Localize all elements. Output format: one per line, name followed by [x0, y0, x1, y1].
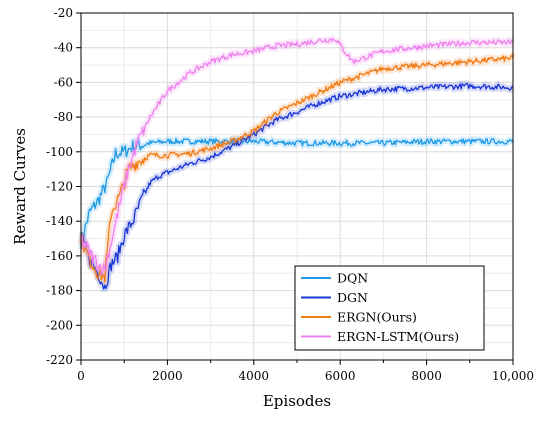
y-tick-label: -180: [46, 284, 73, 298]
y-tick-label: -60: [54, 75, 73, 89]
x-axis-title: Episodes: [263, 392, 331, 410]
legend-label: DGN: [337, 290, 368, 305]
y-tick-label: -140: [46, 214, 73, 228]
x-tick-label: 2000: [152, 369, 183, 383]
x-tick-label: 10,000: [492, 369, 534, 383]
series-line: [80, 82, 514, 290]
x-tick-label: 0: [77, 369, 85, 383]
y-tick-label: -40: [54, 41, 73, 55]
y-tick-label: -160: [46, 249, 73, 263]
series-lines: [78, 35, 516, 292]
ticks: 0 2000 4000 6000 8000 10,000 -220 -200 -180 -160 -…: [46, 6, 534, 383]
legend-label: ERGN(Ours): [337, 310, 417, 325]
x-tick-label: 8000: [411, 369, 442, 383]
y-tick-label: -120: [46, 180, 73, 194]
series-line: [80, 54, 514, 283]
series-line: [80, 137, 514, 250]
y-tick-label: -20: [54, 6, 73, 20]
y-axis-title: Reward Curves: [11, 128, 29, 245]
legend: DQN DGN ERGN(Ours) ERGN-LSTM(Ours): [294, 265, 485, 351]
y-tick-label: -200: [46, 318, 73, 332]
y-tick-label: -80: [54, 110, 73, 124]
y-tick-label: -220: [46, 353, 73, 367]
legend-label: DQN: [337, 271, 368, 286]
series-line: [80, 37, 514, 275]
x-tick-label: 4000: [239, 369, 270, 383]
y-tick-label: -100: [46, 145, 73, 159]
legend-label: ERGN-LSTM(Ours): [337, 329, 459, 344]
x-tick-label: 6000: [325, 369, 356, 383]
